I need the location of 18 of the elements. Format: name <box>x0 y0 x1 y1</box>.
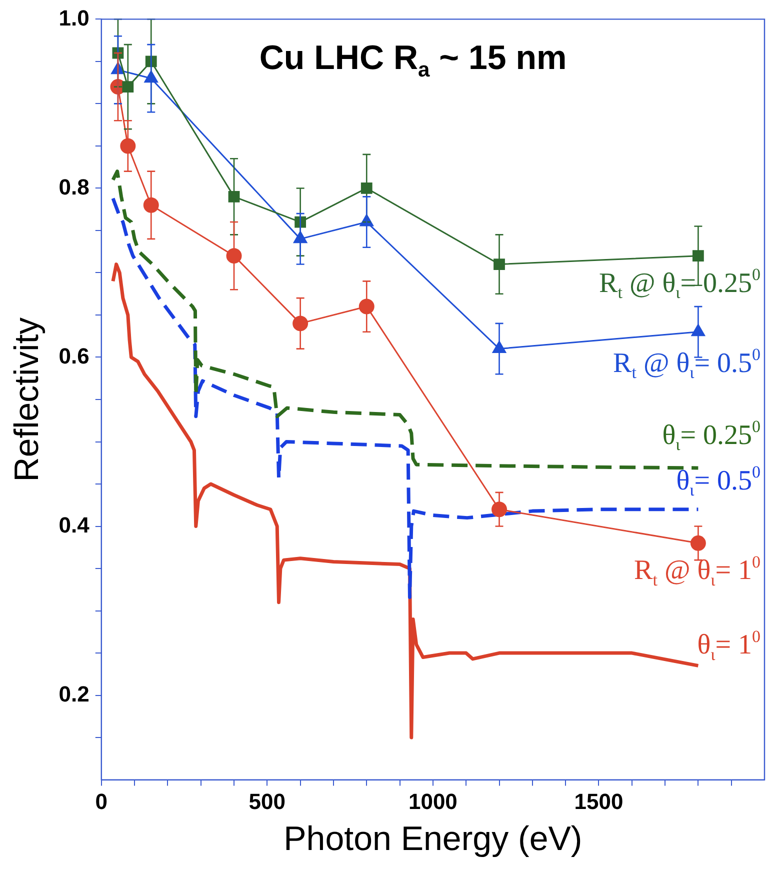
x-tick-label: 1000 <box>408 789 458 814</box>
y-tick-label: 0.6 <box>58 343 90 368</box>
point <box>692 250 704 262</box>
point <box>494 258 505 270</box>
y-tick-label: 1.0 <box>58 5 90 30</box>
x-tick-label: 500 <box>248 789 286 814</box>
point <box>122 81 134 93</box>
y-tick-label: 0.2 <box>58 681 90 706</box>
x-tick-label: 1500 <box>574 789 624 814</box>
point <box>228 190 240 202</box>
y-axis-title: Reflectivity <box>8 317 46 482</box>
x-tick-label: 0 <box>95 789 108 814</box>
x-axis-title: Photon Energy (eV) <box>284 820 582 858</box>
y-tick-label: 0.8 <box>58 174 90 200</box>
y-tick-label: 0.4 <box>58 512 90 538</box>
point <box>120 138 136 154</box>
point <box>360 182 372 194</box>
point <box>226 248 242 264</box>
